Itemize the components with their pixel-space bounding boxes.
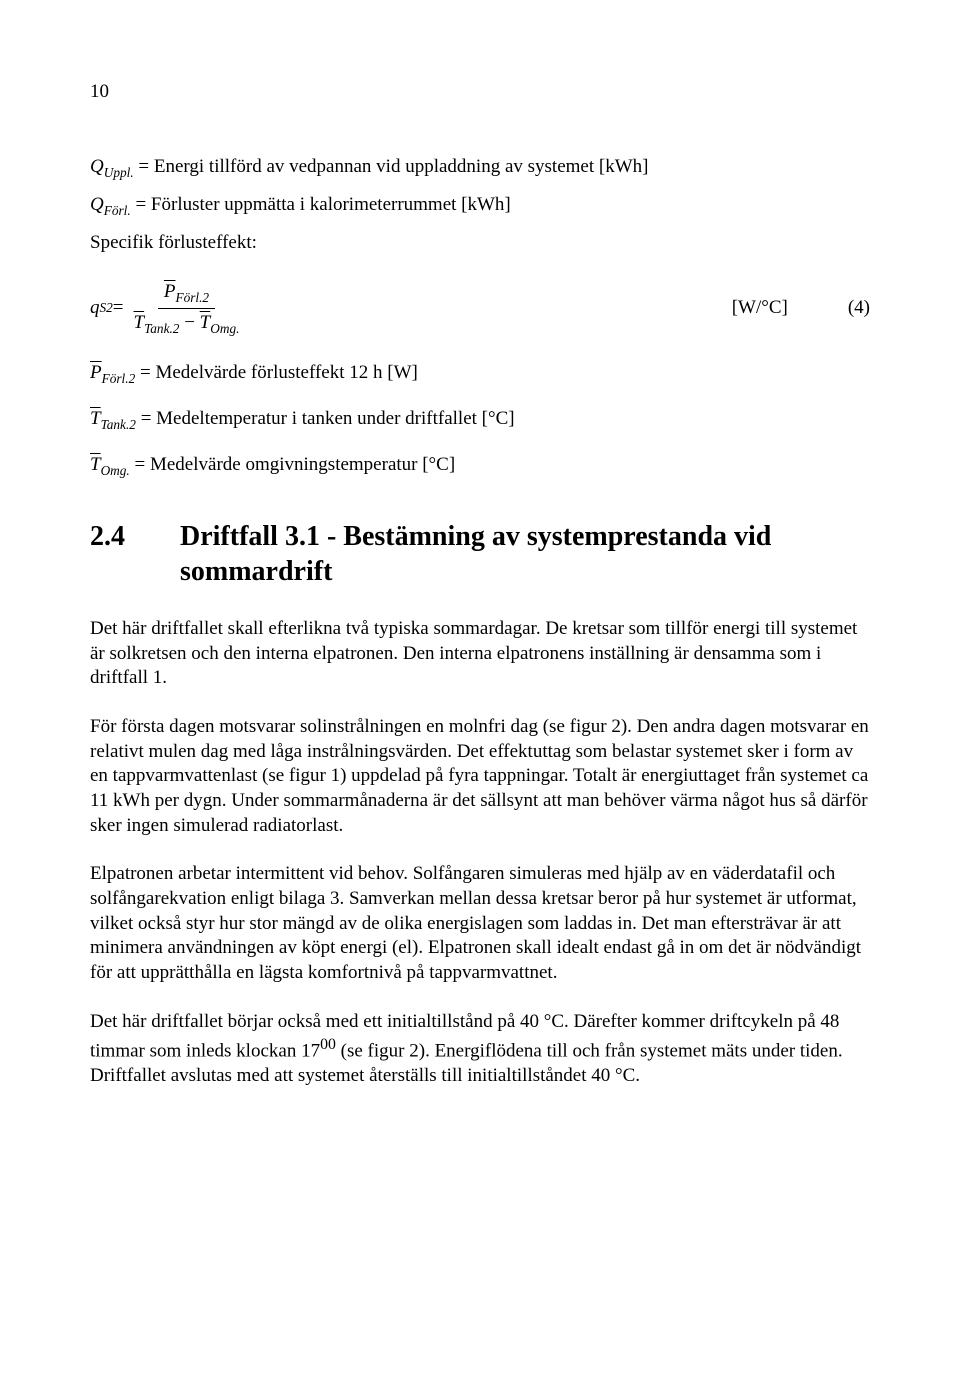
def-ttank2: TTank.2 = Medeltemperatur i tanken under… [90, 407, 870, 433]
def-quppl: QUppl. = Energi tillförd av vedpannan vi… [90, 155, 870, 181]
paragraph-2: För första dagen motsvarar solinstrålnin… [90, 715, 870, 838]
var-t-omg-sub: Omg. [101, 463, 130, 478]
eq4-p: P [164, 281, 176, 302]
eq4-numerator: PFörl.2 [158, 280, 215, 309]
eq4-q-sub: S2 [100, 299, 113, 316]
equation-4: qS2 = PFörl.2 TTank.2 − TOmg. [W/°C] (4) [90, 280, 870, 337]
eq4-t2-sub: Omg. [210, 320, 239, 335]
var-q-forl-sub: Förl. [104, 203, 131, 218]
eq4-equals: = [113, 296, 124, 321]
var-t-omg: T [90, 454, 101, 475]
paragraph-3: Elpatronen arbetar intermittent vid beho… [90, 862, 870, 985]
var-q-uppl: Q [90, 156, 104, 177]
paragraph-4: Det här driftfallet börjar också med ett… [90, 1010, 870, 1088]
def-ttank2-desc: = Medeltemperatur i tanken under driftfa… [136, 408, 515, 429]
def-quppl-desc: = Energi tillförd av vedpannan vid uppla… [134, 156, 649, 177]
def-pforl2-desc: = Medelvärde förlusteffekt 12 h [W] [135, 362, 418, 383]
eq4-minus: − [179, 312, 199, 333]
paragraph-1: Det här driftfallet skall efterlikna två… [90, 617, 870, 691]
section-number: 2.4 [90, 519, 180, 554]
p4-sup: 00 [320, 1036, 336, 1053]
var-q-forl: Q [90, 194, 104, 215]
var-t-tank2: T [90, 408, 101, 429]
equation-4-number: (4) [848, 296, 870, 321]
var-t-tank2-sub: Tank.2 [101, 417, 136, 432]
var-p-forl2-sub: Förl.2 [102, 370, 136, 385]
def-qforl: QFörl. = Förluster uppmätta i kalorimete… [90, 193, 870, 219]
eq4-t1-sub: Tank.2 [144, 320, 179, 335]
eq4-fraction: PFörl.2 TTank.2 − TOmg. [128, 280, 246, 337]
eq4-p-sub: Förl.2 [175, 289, 209, 304]
equation-4-lhs: qS2 = PFörl.2 TTank.2 − TOmg. [90, 280, 249, 337]
equation-4-unit: [W/°C] [692, 296, 788, 321]
def-pforl2: PFörl.2 = Medelvärde förlusteffekt 12 h … [90, 361, 870, 387]
section-heading: 2.4 Driftfall 3.1 - Bestämning av system… [90, 519, 870, 589]
var-p-forl2: P [90, 362, 102, 383]
subhead-specific-loss: Specifik förlusteffekt: [90, 231, 870, 256]
section-title: Driftfall 3.1 - Bestämning av systempres… [180, 519, 870, 589]
def-tomg: TOmg. = Medelvärde omgivningstemperatur … [90, 453, 870, 479]
eq4-denominator: TTank.2 − TOmg. [128, 309, 246, 337]
eq4-q: q [90, 296, 100, 321]
page-number: 10 [90, 80, 870, 105]
def-qforl-desc: = Förluster uppmätta i kalorimeterrummet… [131, 194, 511, 215]
eq4-t1: T [134, 312, 145, 333]
var-q-uppl-sub: Uppl. [104, 164, 134, 179]
eq4-t2: T [200, 312, 211, 333]
def-tomg-desc: = Medelvärde omgivningstemperatur [°C] [130, 454, 455, 475]
